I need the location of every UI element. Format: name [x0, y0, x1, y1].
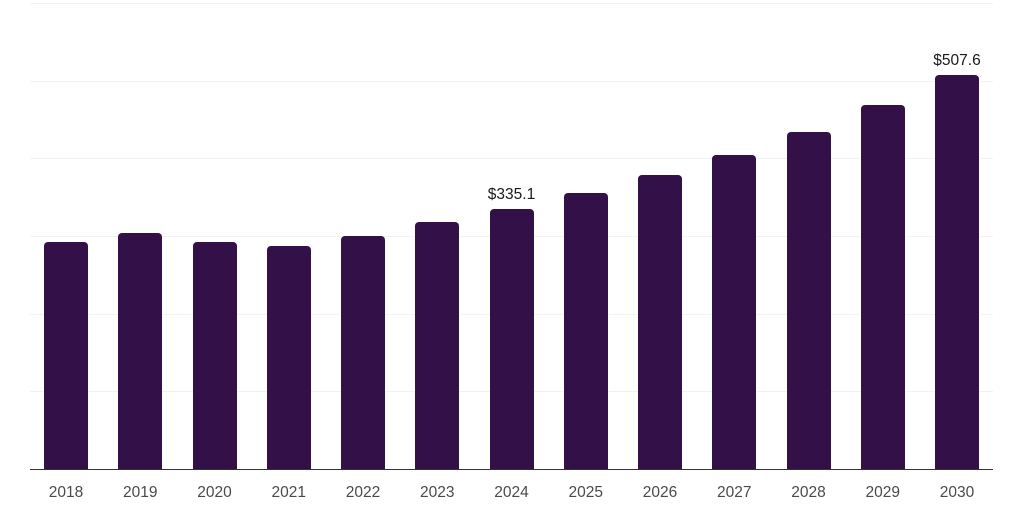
- value-label-2030: $507.6: [933, 51, 981, 69]
- bar-2024: $335.1: [488, 186, 535, 469]
- x-tick-2025: 2025: [568, 484, 603, 501]
- x-tick-2021: 2021: [271, 484, 306, 501]
- x-tick-2029: 2029: [865, 484, 900, 501]
- x-tick-2024: 2024: [494, 484, 529, 501]
- value-label-2024: $335.1: [487, 185, 536, 203]
- x-tick-2030: 2030: [939, 484, 975, 501]
- bar-2028: [786, 131, 831, 469]
- bar-2023: [415, 222, 460, 469]
- bar-2025: [563, 192, 608, 469]
- bar-2021: [266, 246, 311, 469]
- bar-2026: [638, 174, 682, 469]
- x-tick-2018: 2018: [48, 484, 84, 501]
- x-tick-2028: 2028: [791, 484, 826, 501]
- x-tick-2027: 2027: [717, 484, 752, 501]
- bar-2027: [712, 155, 757, 469]
- bar-2018: [44, 242, 88, 469]
- bar-2030: $507.6: [933, 52, 981, 469]
- bar-2022: [341, 236, 385, 469]
- x-tick-2026: 2026: [642, 484, 678, 501]
- bars-container: $335.1 $507.6: [30, 3, 993, 469]
- bar-2029: [860, 104, 905, 469]
- x-tick-2019: 2019: [123, 484, 158, 501]
- plot-area: $335.1 $507.6: [30, 3, 993, 470]
- x-axis-labels: 2018 2019 2020 2021 2022 2023 2024 2025 2026 2027…: [30, 484, 993, 502]
- bar-2019: [118, 232, 163, 469]
- bar-2020: [192, 242, 237, 469]
- x-tick-2022: 2022: [345, 484, 381, 501]
- x-tick-2020: 2020: [197, 484, 232, 501]
- x-tick-2023: 2023: [420, 484, 455, 501]
